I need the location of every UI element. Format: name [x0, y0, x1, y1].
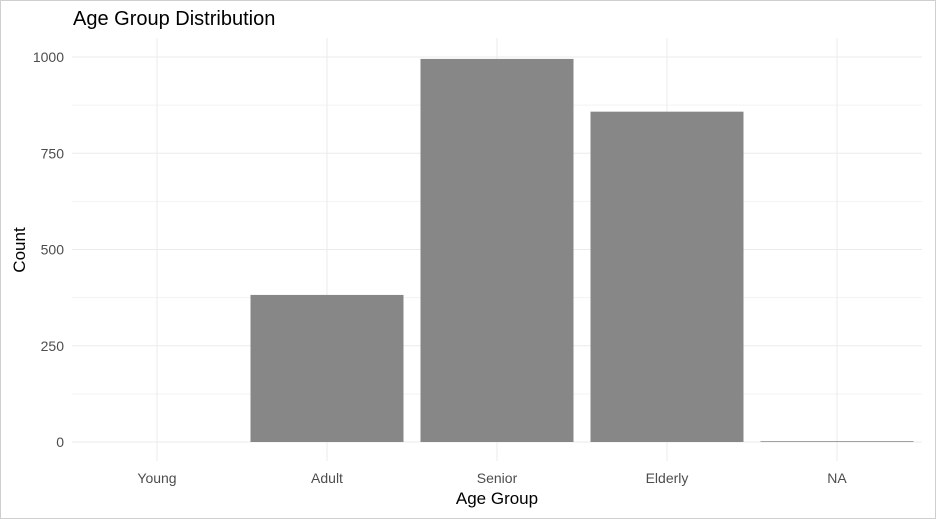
y-axis-ticks: 0 250 500 750 1000: [33, 49, 64, 450]
bars: [250, 58, 914, 443]
x-axis-ticks: Young Adult Senior Elderly NA: [137, 470, 847, 486]
y-tick-label: 1000: [33, 49, 64, 65]
y-axis-title: Count: [10, 227, 29, 273]
bar-elderly: [590, 111, 744, 443]
bar-adult: [250, 294, 404, 442]
y-tick-label: 250: [41, 338, 65, 354]
y-tick-label: 0: [56, 434, 64, 450]
x-tick-label: Senior: [477, 470, 518, 486]
y-tick-label: 750: [41, 145, 65, 161]
y-tick-label: 500: [41, 242, 65, 258]
x-tick-label: NA: [827, 470, 847, 486]
x-axis-title: Age Group: [456, 489, 538, 508]
x-tick-label: Adult: [311, 470, 343, 486]
x-tick-label: Elderly: [646, 470, 689, 486]
x-tick-label: Young: [137, 470, 176, 486]
bar-senior: [420, 58, 574, 443]
bar-na: [760, 441, 914, 442]
chart-title: Age Group Distribution: [73, 8, 276, 30]
